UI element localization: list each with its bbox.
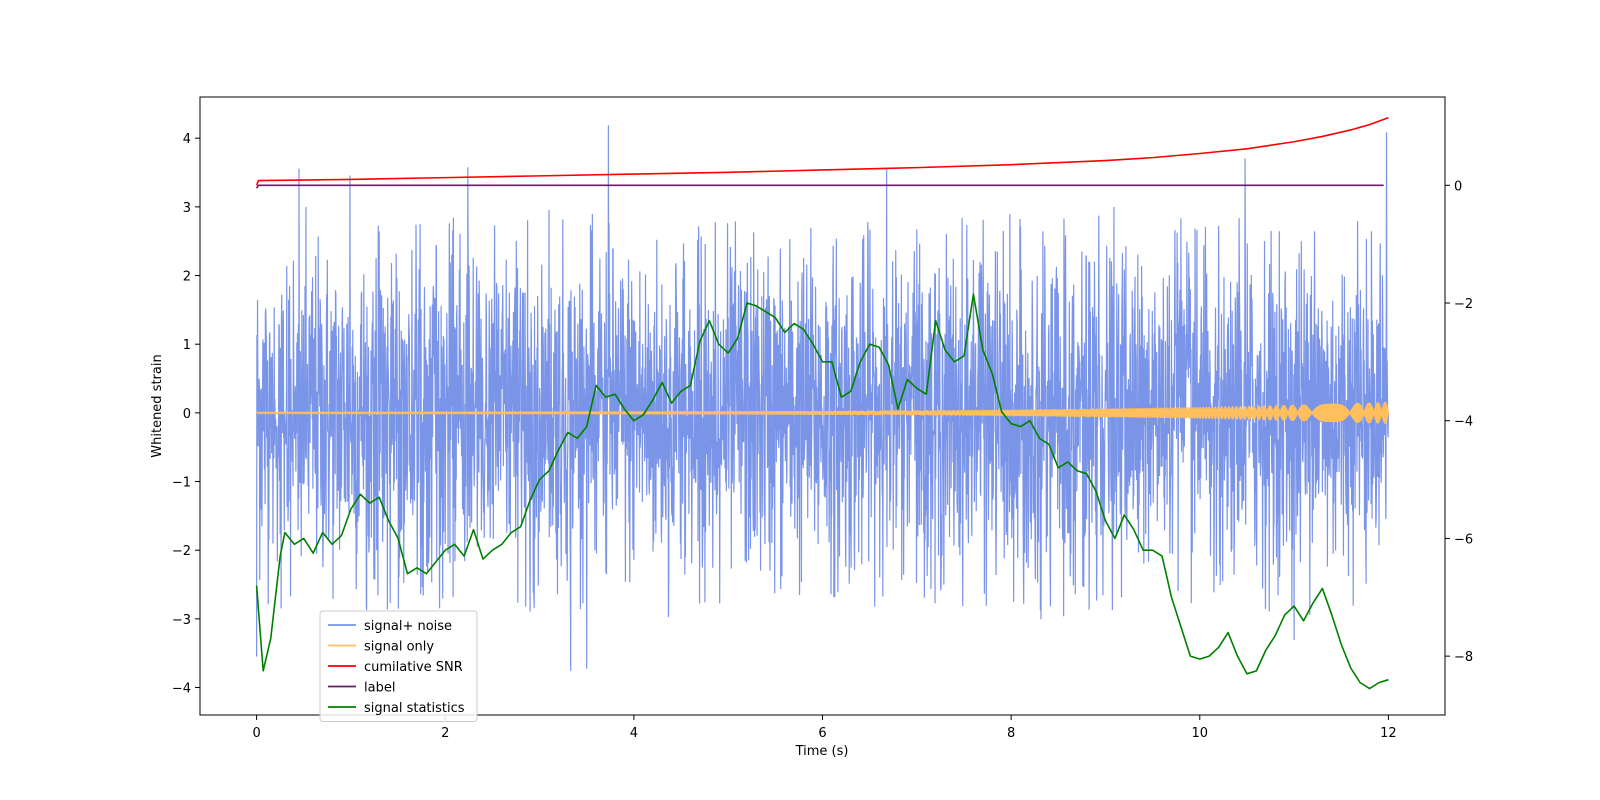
series-line-3 xyxy=(255,184,1384,189)
legend-entry: cumilative SNR xyxy=(364,660,463,675)
series-line-2 xyxy=(255,116,1389,186)
legend: signal+ noise signal only cumilative SNR la… xyxy=(319,610,478,722)
y-tick-label: 2 xyxy=(183,270,191,285)
x-tick-label: 0 xyxy=(252,726,260,741)
legend-entry: signal statistics xyxy=(364,701,465,716)
y-axis-right: −8 −6 −4 −2 0 xyxy=(1445,179,1473,665)
y-tick-label: 3 xyxy=(183,201,191,216)
y-tick-label: −4 xyxy=(172,682,191,697)
y-axis-left: −4 −3 −2 −1 0 1 2 3 4 xyxy=(172,132,200,697)
y2-tick-label: 0 xyxy=(1454,179,1462,194)
y2-tick-label: −4 xyxy=(1454,415,1473,430)
legend-entry: label xyxy=(364,681,395,696)
series-line-1 xyxy=(255,401,1390,424)
legend-box xyxy=(319,610,478,722)
y-tick-label: 4 xyxy=(183,132,191,147)
x-tick-label: 12 xyxy=(1380,726,1397,741)
y2-tick-label: −8 xyxy=(1454,650,1473,665)
y-tick-label: −1 xyxy=(172,476,191,491)
legend-entry: signal+ noise xyxy=(364,619,452,634)
y-tick-label: −3 xyxy=(172,613,191,628)
x-tick-label: 8 xyxy=(1007,726,1015,741)
series-layer xyxy=(255,116,1390,690)
y-axis-label: Whitened strain xyxy=(150,354,165,457)
y2-tick-label: −2 xyxy=(1454,297,1473,312)
x-tick-label: 6 xyxy=(818,726,826,741)
x-axis-label: Time (s) xyxy=(795,744,849,759)
series-line-0 xyxy=(255,125,1390,671)
y-tick-label: 0 xyxy=(183,407,191,422)
y-tick-label: −2 xyxy=(172,544,191,559)
x-tick-label: 10 xyxy=(1191,726,1208,741)
y-tick-label: 1 xyxy=(183,338,191,353)
x-tick-label: 2 xyxy=(441,726,449,741)
x-tick-label: 4 xyxy=(630,726,638,741)
legend-entry: signal only xyxy=(364,640,434,655)
series-line-4 xyxy=(255,293,1389,690)
y2-tick-label: −6 xyxy=(1454,532,1473,547)
